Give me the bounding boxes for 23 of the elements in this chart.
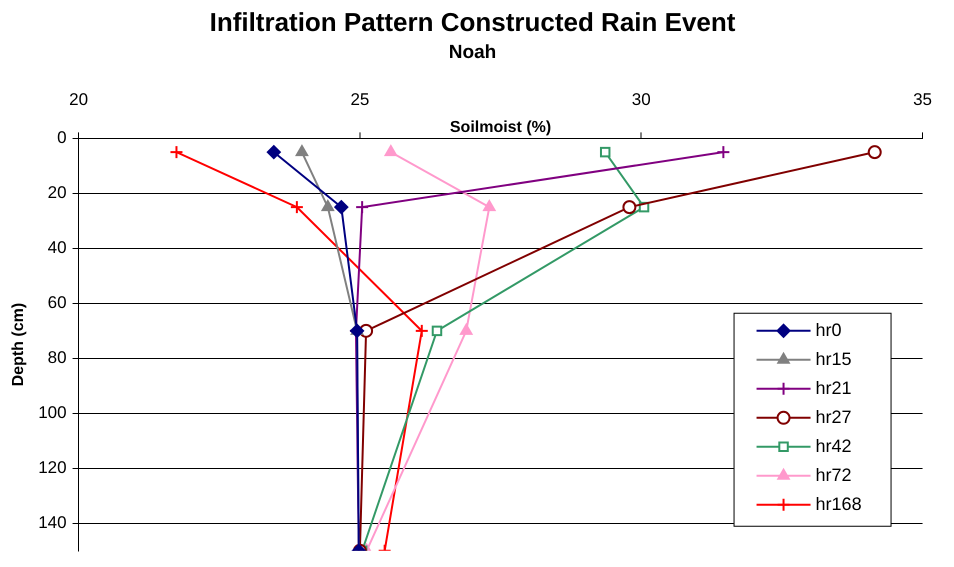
y-tick-label: 60 bbox=[48, 293, 67, 312]
chart-title: Infiltration Pattern Constructed Rain Event bbox=[210, 6, 736, 37]
legend-label: hr27 bbox=[816, 406, 852, 427]
legend-label: hr0 bbox=[816, 320, 842, 340]
y-axis-title: Depth (cm) bbox=[10, 302, 28, 386]
legend-label: hr168 bbox=[816, 494, 862, 514]
legend-label: hr42 bbox=[816, 436, 852, 456]
x-axis-title: Soilmoist (%) bbox=[450, 118, 552, 136]
y-tick-label: 20 bbox=[48, 183, 67, 202]
y-tick-label: 40 bbox=[48, 238, 67, 258]
x-tick-label: 25 bbox=[350, 90, 370, 109]
y-tick-label: 0 bbox=[57, 128, 67, 148]
x-tick-label: 35 bbox=[913, 90, 932, 109]
legend-label: hr15 bbox=[816, 348, 852, 369]
y-tick-label: 80 bbox=[48, 348, 67, 368]
y-tick-label: 120 bbox=[38, 458, 67, 478]
legend-label: hr72 bbox=[816, 464, 852, 485]
x-tick-label: 20 bbox=[69, 90, 88, 109]
y-tick-label: 140 bbox=[38, 512, 67, 532]
legend-label: hr21 bbox=[816, 378, 852, 398]
chart-subtitle: Noah bbox=[448, 42, 496, 63]
x-tick-label: 30 bbox=[632, 90, 651, 109]
y-tick-label: 100 bbox=[38, 403, 67, 422]
